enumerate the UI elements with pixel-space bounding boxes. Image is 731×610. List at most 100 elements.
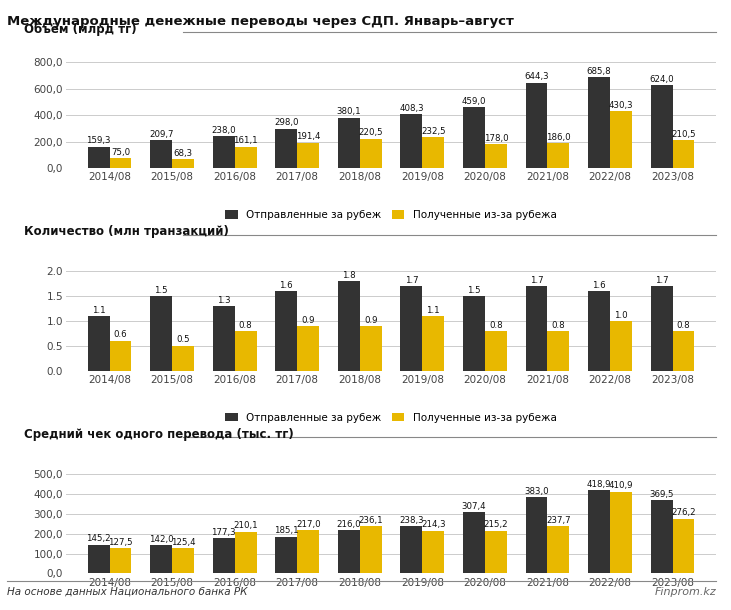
Bar [673,331,694,371]
Text: 0.8: 0.8 [677,320,690,329]
Text: 380,1: 380,1 [336,107,361,117]
Bar [110,341,132,371]
Bar [463,107,485,168]
Bar [651,286,673,371]
Text: 216,0: 216,0 [336,520,361,529]
Bar [338,118,360,168]
Bar [360,139,382,168]
Bar [298,143,319,168]
Bar [610,492,632,573]
Text: 75,0: 75,0 [111,148,130,157]
Bar [276,291,298,371]
Text: 217,0: 217,0 [296,520,320,529]
Bar [463,512,485,573]
Text: 0.9: 0.9 [301,315,315,325]
Bar [423,316,444,371]
Bar [151,296,172,371]
Text: 232,5: 232,5 [421,127,446,136]
Text: 186,0: 186,0 [546,133,571,142]
Text: 0.6: 0.6 [114,331,127,340]
Bar [235,146,257,168]
Legend: Отправленные за рубеж, Полученные из-за рубежа: Отправленные за рубеж, Полученные из-за … [225,413,557,423]
Bar [673,518,694,573]
Text: 383,0: 383,0 [524,487,549,496]
Text: 185,1: 185,1 [274,526,299,535]
Text: Finprom.kz: Finprom.kz [655,587,716,597]
Bar [172,548,194,573]
Bar [526,497,548,573]
Text: 1.3: 1.3 [217,296,230,305]
Text: На основе данных Национального банка РК: На основе данных Национального банка РК [7,587,248,597]
Bar [338,531,360,573]
Bar [213,137,235,168]
Text: 685,8: 685,8 [587,66,611,76]
Bar [651,85,673,168]
Text: Объём (млрд тг): Объём (млрд тг) [23,23,136,35]
Text: 236,1: 236,1 [358,516,383,525]
Bar [610,111,632,168]
Text: 238,3: 238,3 [399,515,424,525]
Text: 215,2: 215,2 [483,520,508,529]
Text: 1.1: 1.1 [92,306,105,315]
Bar [235,331,257,371]
Text: 1.6: 1.6 [279,281,293,290]
Text: 1.5: 1.5 [154,285,168,295]
Text: 237,7: 237,7 [546,515,571,525]
Text: 1.7: 1.7 [655,276,668,285]
Text: 238,0: 238,0 [211,126,236,135]
Text: 1.5: 1.5 [467,285,481,295]
Bar [88,147,110,168]
Bar [423,531,444,573]
Bar [651,500,673,573]
Bar [338,281,360,371]
Bar [360,326,382,371]
Bar [298,530,319,573]
Text: 210,1: 210,1 [233,521,258,530]
Bar [548,331,569,371]
Bar [485,531,507,573]
Text: 624,0: 624,0 [649,75,674,84]
Text: 1.8: 1.8 [342,271,356,280]
Text: 644,3: 644,3 [524,72,549,81]
Bar [423,137,444,168]
Bar [610,321,632,371]
Legend: Отправленные за рубеж, Полученные из-за рубежа: Отправленные за рубеж, Полученные из-за … [225,210,557,220]
Bar [485,331,507,371]
Text: 210,5: 210,5 [671,130,696,138]
Bar [526,83,548,168]
Text: Средний чек одного перевода (тыс. тг): Средний чек одного перевода (тыс. тг) [23,428,293,441]
Text: 161,1: 161,1 [233,136,258,145]
Bar [463,296,485,371]
Text: 0.8: 0.8 [552,320,565,329]
Bar [548,143,569,168]
Bar [110,158,132,168]
Bar [213,538,235,573]
Text: 0.5: 0.5 [176,336,190,345]
Bar [401,114,423,168]
Bar [88,316,110,371]
Text: 127,5: 127,5 [108,537,133,547]
Text: 0.9: 0.9 [364,315,377,325]
Text: 145,2: 145,2 [86,534,111,543]
Text: 0.8: 0.8 [489,320,503,329]
Text: 430,3: 430,3 [609,101,633,110]
Text: 1.6: 1.6 [592,281,606,290]
Bar [526,286,548,371]
Bar [276,537,298,573]
Bar [235,532,257,573]
Text: 1.7: 1.7 [404,276,418,285]
Bar [213,306,235,371]
Bar [276,129,298,168]
Text: 1.7: 1.7 [530,276,543,285]
Text: 0.8: 0.8 [239,320,252,329]
Text: 408,3: 408,3 [399,104,424,112]
Bar [485,145,507,168]
Text: 418,9: 418,9 [587,479,611,489]
Bar [172,159,194,168]
Bar [151,545,172,573]
Bar [401,286,423,371]
Text: 191,4: 191,4 [296,132,320,142]
Text: 214,3: 214,3 [421,520,446,529]
Bar [548,526,569,573]
Text: 1.0: 1.0 [614,310,628,320]
